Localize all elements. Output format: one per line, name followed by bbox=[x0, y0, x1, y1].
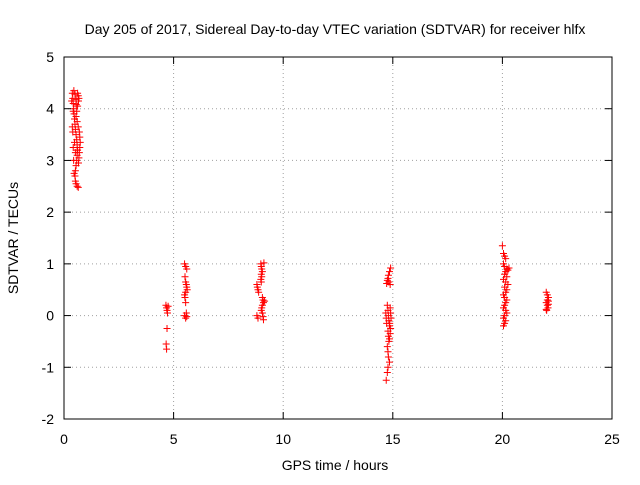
data-point bbox=[181, 273, 189, 281]
data-point bbox=[386, 281, 394, 289]
data-point bbox=[69, 144, 77, 151]
data-point bbox=[69, 107, 77, 115]
data-point bbox=[498, 242, 506, 250]
y-tick-label: 1 bbox=[46, 256, 54, 272]
data-point bbox=[71, 138, 79, 146]
grid bbox=[64, 57, 612, 419]
data-point bbox=[72, 112, 80, 120]
data-point bbox=[163, 345, 171, 353]
y-tick-label: -2 bbox=[42, 411, 55, 427]
data-point bbox=[163, 309, 171, 317]
data-point bbox=[384, 363, 392, 371]
data-points bbox=[68, 87, 552, 384]
data-point bbox=[70, 169, 78, 177]
data-point bbox=[74, 159, 82, 167]
data-point bbox=[382, 309, 390, 317]
data-point bbox=[182, 314, 190, 322]
y-tick-label: -1 bbox=[42, 359, 55, 375]
data-point bbox=[505, 264, 513, 272]
y-tick-label: 3 bbox=[46, 152, 54, 168]
data-point bbox=[68, 97, 76, 105]
data-point bbox=[542, 305, 550, 313]
data-point bbox=[71, 90, 79, 98]
y-tick-label: 5 bbox=[46, 49, 54, 65]
data-point bbox=[73, 118, 81, 126]
data-point bbox=[72, 101, 80, 109]
x-tick-label: 20 bbox=[495, 431, 511, 447]
x-tick-label: 15 bbox=[385, 431, 401, 447]
x-tick-label: 5 bbox=[170, 431, 178, 447]
data-point bbox=[257, 278, 265, 286]
data-point bbox=[163, 325, 171, 332]
y-tick-label: 0 bbox=[46, 308, 54, 324]
y-tick-label: 4 bbox=[46, 101, 54, 117]
data-point bbox=[387, 264, 395, 272]
plot-frame bbox=[63, 56, 613, 420]
data-point bbox=[182, 299, 190, 307]
data-point bbox=[73, 182, 81, 190]
data-point bbox=[386, 330, 394, 338]
data-point bbox=[70, 87, 78, 95]
chart-title: Day 205 of 2017, Sidereal Day-to-day VTE… bbox=[85, 21, 586, 37]
data-point bbox=[181, 293, 189, 301]
data-point bbox=[183, 265, 191, 273]
data-point bbox=[544, 297, 552, 305]
data-point bbox=[255, 288, 263, 296]
x-tick-label: 25 bbox=[604, 431, 620, 447]
data-point bbox=[384, 271, 392, 279]
data-point bbox=[183, 313, 191, 321]
data-point bbox=[73, 146, 81, 154]
data-point bbox=[74, 123, 82, 131]
data-point bbox=[74, 102, 82, 110]
data-point bbox=[74, 183, 82, 191]
tick-labels: 0 5 10 15 20 25 -2 -1 0 1 2 3 4 5 bbox=[42, 49, 620, 447]
axis-ticks bbox=[63, 56, 613, 420]
data-point bbox=[502, 255, 510, 263]
data-point bbox=[383, 319, 391, 327]
x-axis-label: GPS time / hours bbox=[282, 457, 389, 473]
x-tick-label: 10 bbox=[275, 431, 291, 447]
data-point bbox=[383, 368, 391, 376]
data-point bbox=[382, 376, 390, 384]
data-point bbox=[383, 343, 391, 351]
data-point bbox=[164, 302, 172, 310]
y-tick-label: 2 bbox=[46, 204, 54, 220]
data-point bbox=[386, 268, 394, 276]
data-point bbox=[258, 309, 266, 317]
data-point bbox=[386, 335, 394, 343]
data-point bbox=[259, 316, 267, 324]
data-point bbox=[260, 259, 268, 267]
data-point bbox=[70, 156, 78, 164]
x-tick-label: 0 bbox=[60, 431, 68, 447]
data-point bbox=[68, 123, 76, 131]
data-point bbox=[254, 314, 262, 322]
data-point bbox=[499, 322, 507, 330]
data-point bbox=[386, 358, 394, 366]
data-point bbox=[384, 353, 392, 361]
y-axis-label: SDTVAR / TECUs bbox=[5, 182, 21, 294]
data-point bbox=[261, 297, 269, 305]
